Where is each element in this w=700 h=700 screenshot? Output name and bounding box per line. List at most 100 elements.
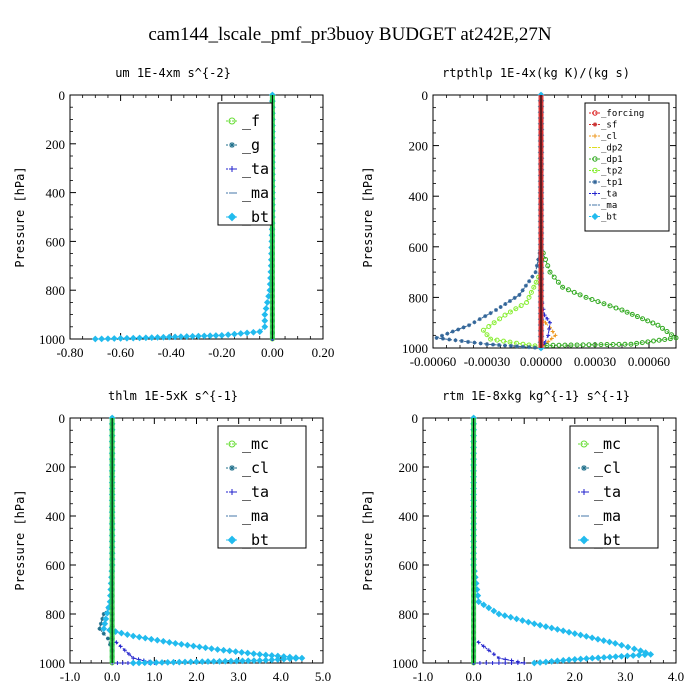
data-point: [184, 641, 191, 649]
data-point: [118, 644, 123, 649]
data-point: [238, 648, 246, 656]
data-point: [122, 648, 127, 653]
legend: _f _g _ta _ma _bt: [217, 102, 273, 226]
data-point: [507, 339, 513, 345]
x-tick-label: -0.00030: [464, 354, 511, 369]
data-point: [141, 634, 149, 642]
data-point: [548, 658, 556, 665]
data-point: [515, 661, 520, 665]
legend-label: _bt: [594, 531, 621, 549]
legend: _forcing _sf_cl _dp2_dp1 _tp2_tp1 _ta_ma _bt: [584, 102, 670, 232]
data-point: [610, 341, 616, 347]
data-point: [647, 651, 655, 658]
data-point: [542, 658, 550, 666]
data-point: [135, 659, 143, 667]
y-tick-label: 1000: [39, 332, 65, 347]
data-point: [475, 598, 483, 606]
data-point: [595, 299, 601, 305]
data-point: [477, 661, 482, 665]
data-point: [494, 337, 500, 343]
legend-label: _cl: [594, 459, 621, 477]
data-point: [232, 648, 240, 655]
legend-label: _cl: [601, 132, 617, 142]
legend-box: [584, 102, 670, 232]
x-tick-label: 0.20: [312, 345, 335, 360]
data-point: [485, 604, 493, 612]
x-tick-label: 4.0: [668, 669, 684, 684]
data-point: [533, 279, 539, 285]
data-point: [261, 311, 269, 318]
y-tick-label: 1000: [402, 341, 428, 356]
data-point: [292, 655, 300, 662]
data-point: [212, 332, 220, 339]
data-point: [662, 336, 668, 342]
legend-label: _ma: [601, 201, 617, 211]
x-tick-label: 3.0: [231, 669, 247, 684]
data-point: [559, 627, 567, 635]
data-point: [183, 333, 191, 340]
data-point: [250, 328, 257, 336]
data-point: [628, 341, 634, 347]
data-point: [477, 317, 482, 322]
data-point: [554, 657, 561, 665]
data-point: [524, 299, 530, 305]
y-tick-label: 800: [46, 283, 66, 298]
x-tick-label: -1.0: [413, 669, 434, 684]
data-point: [177, 333, 185, 341]
data-point: [478, 341, 483, 346]
data-point: [583, 633, 590, 640]
series-dp1: [538, 244, 679, 348]
data-point: [181, 658, 189, 666]
data-point: [496, 656, 501, 661]
series-line: [540, 297, 551, 349]
data-point: [165, 333, 173, 341]
data-point: [136, 334, 143, 342]
data-point: [571, 630, 579, 637]
x-tick-label: 0.00030: [574, 354, 616, 369]
x-tick-label: 0.00000: [520, 354, 562, 369]
data-point: [645, 339, 651, 345]
data-point: [466, 339, 471, 344]
data-point: [250, 657, 258, 665]
data-point: [556, 342, 562, 348]
data-point: [461, 325, 466, 330]
data-point: [97, 626, 102, 631]
data-point: [488, 336, 494, 342]
data-point: [571, 655, 579, 663]
data-point: [547, 327, 552, 332]
data-point: [544, 342, 550, 348]
y-tick-label: 600: [46, 558, 66, 573]
legend-label: _tp1: [601, 178, 623, 188]
panel-title: thlm 1E-5xK s^{-1}: [108, 389, 238, 403]
figure-suptitle: cam144_lscale_pmf_pr3buoy BUDGET at242E,…: [148, 24, 552, 45]
data-point: [158, 659, 166, 666]
data-point: [200, 332, 208, 340]
data-point: [98, 335, 105, 343]
data-point: [508, 298, 513, 303]
data-point: [656, 337, 662, 343]
data-point: [480, 327, 486, 333]
data-point: [187, 658, 195, 666]
data-point: [218, 331, 226, 339]
data-point: [459, 339, 464, 344]
data-point: [101, 612, 106, 616]
series-line: [473, 418, 525, 664]
data-point: [607, 303, 613, 309]
data-point: [440, 336, 445, 341]
data-point: [115, 661, 120, 665]
data-point: [592, 342, 598, 348]
data-point: [562, 342, 568, 348]
x-tick-label: 1.0: [516, 669, 532, 684]
y-tick-label: 1000: [39, 656, 65, 671]
data-point: [577, 655, 585, 663]
x-tick-label: 4.0: [273, 669, 289, 684]
data-point: [542, 623, 550, 630]
x-tick-label: -0.80: [56, 345, 83, 360]
data-point: [445, 331, 450, 336]
data-point: [545, 263, 551, 269]
y-tick-label: 200: [46, 137, 66, 152]
x-tick-label: 1.0: [146, 669, 162, 684]
x-tick-label: -0.60: [107, 345, 134, 360]
data-point: [600, 654, 608, 661]
data-point: [536, 257, 541, 262]
